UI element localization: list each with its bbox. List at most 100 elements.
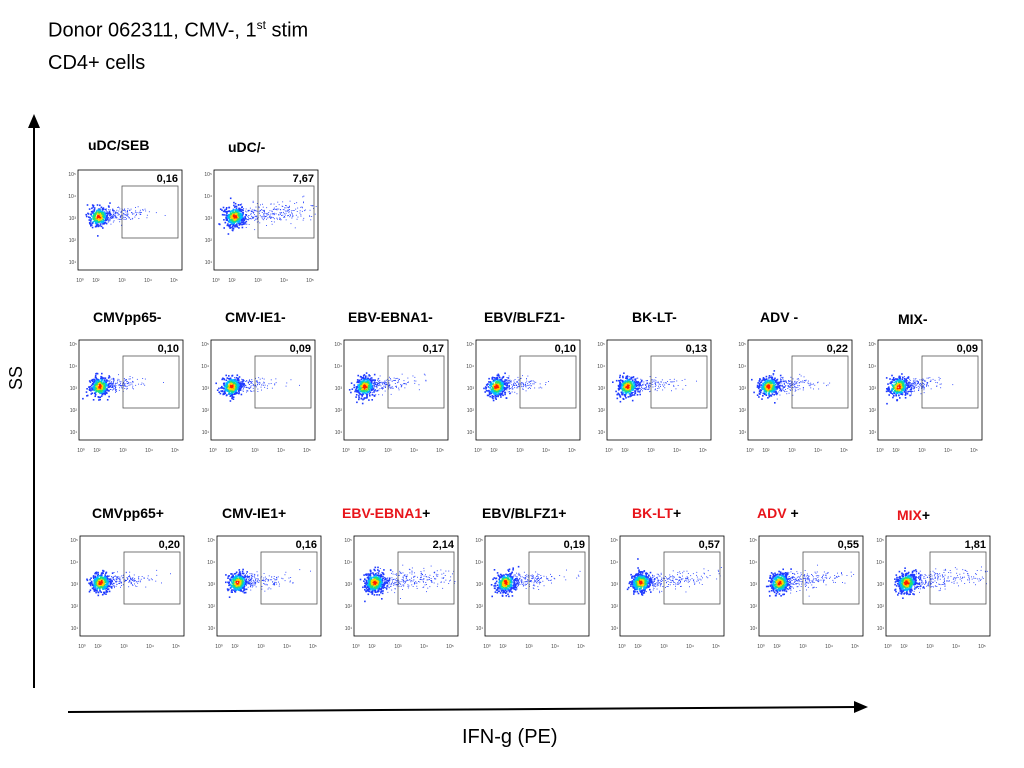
event-dot xyxy=(886,388,888,390)
event-dot xyxy=(663,385,664,387)
event-dot xyxy=(896,378,899,380)
event-dot xyxy=(625,382,628,385)
event-dot xyxy=(370,389,373,391)
event-dot xyxy=(91,224,93,226)
event-dot xyxy=(629,385,631,387)
x-tick-label: 10³ xyxy=(118,278,126,284)
event-dot xyxy=(634,383,637,386)
event-dot xyxy=(107,211,108,213)
x-tick-label: 10⁴ xyxy=(814,448,822,454)
event-dot xyxy=(527,384,529,386)
event-dot xyxy=(901,393,903,396)
x-tick-label: 10⁴ xyxy=(944,448,952,454)
y-tick-label: 10⁴ xyxy=(201,364,209,370)
event-dot xyxy=(759,390,761,392)
event-dot xyxy=(218,387,220,390)
event-dot xyxy=(97,383,99,386)
event-dot xyxy=(776,387,779,389)
event-dot xyxy=(795,390,797,391)
event-dot xyxy=(231,219,234,222)
event-dot xyxy=(490,382,493,384)
event-dot xyxy=(623,372,625,374)
event-dot xyxy=(142,378,144,379)
event-dot xyxy=(896,380,898,382)
event-dot xyxy=(782,377,783,379)
event-dot xyxy=(98,383,100,385)
x-tick-label: 10⁴ xyxy=(277,448,285,454)
event-dot xyxy=(923,387,925,389)
x-tick-label: 10⁰ xyxy=(342,448,350,454)
y-tick-label: 10³ xyxy=(69,216,77,222)
x-tick-label: 10³ xyxy=(384,448,392,454)
event-dot xyxy=(126,218,127,220)
event-dot xyxy=(124,388,126,389)
event-dot xyxy=(906,384,908,386)
event-dot xyxy=(922,379,924,381)
event-dot xyxy=(222,387,224,389)
event-dot xyxy=(221,213,224,216)
event-dot xyxy=(906,382,908,383)
event-dot xyxy=(493,393,495,395)
event-dot xyxy=(359,390,361,393)
event-dot xyxy=(499,388,501,390)
event-dot xyxy=(261,384,262,386)
event-dot xyxy=(620,391,623,394)
event-dot xyxy=(280,212,282,214)
event-dot xyxy=(906,387,907,389)
event-dot xyxy=(109,217,111,219)
event-dot xyxy=(792,394,794,396)
event-dot xyxy=(414,376,416,378)
event-dot xyxy=(641,380,642,382)
event-dot xyxy=(90,213,92,216)
event-dot xyxy=(632,376,635,378)
event-dot xyxy=(282,201,284,203)
event-dot xyxy=(659,384,661,386)
event-dot xyxy=(233,388,235,390)
event-dot xyxy=(275,213,277,215)
event-dot xyxy=(646,382,648,384)
event-dot xyxy=(119,217,121,218)
event-dot xyxy=(637,381,638,383)
event-dot xyxy=(234,225,236,227)
event-dot xyxy=(488,381,490,383)
event-dot xyxy=(98,575,101,577)
event-dot xyxy=(90,389,92,392)
event-dot xyxy=(518,383,519,385)
event-dot xyxy=(101,388,103,391)
event-dot xyxy=(787,388,789,389)
event-dot xyxy=(767,388,769,390)
event-dot xyxy=(504,372,506,375)
event-dot xyxy=(506,384,508,386)
y-tick-label: 10⁴ xyxy=(597,364,605,370)
event-dot xyxy=(88,219,91,221)
event-dot xyxy=(164,215,166,216)
event-dot xyxy=(916,380,918,381)
event-dot xyxy=(237,384,238,386)
event-dot xyxy=(106,215,108,217)
event-dot xyxy=(497,383,500,386)
event-dot xyxy=(395,385,397,387)
event-dot xyxy=(236,385,237,387)
event-dot xyxy=(119,387,121,389)
event-dot xyxy=(632,383,634,385)
event-dot xyxy=(778,383,780,385)
event-dot xyxy=(792,384,794,386)
event-dot xyxy=(492,383,494,385)
event-dot xyxy=(513,383,514,385)
event-dot xyxy=(126,210,128,212)
event-dot xyxy=(224,221,227,224)
event-dot xyxy=(288,212,290,214)
event-dot xyxy=(303,202,304,204)
event-dot xyxy=(511,391,513,393)
event-dot xyxy=(486,383,489,385)
event-dot xyxy=(649,382,650,384)
event-dot xyxy=(122,209,124,211)
event-dot xyxy=(245,214,247,216)
event-dot xyxy=(636,389,638,391)
event-dot xyxy=(491,376,494,379)
event-dot xyxy=(888,386,890,388)
event-dot xyxy=(779,381,782,383)
event-dot xyxy=(369,384,371,386)
event-dot xyxy=(384,380,386,382)
event-dot xyxy=(236,221,239,223)
